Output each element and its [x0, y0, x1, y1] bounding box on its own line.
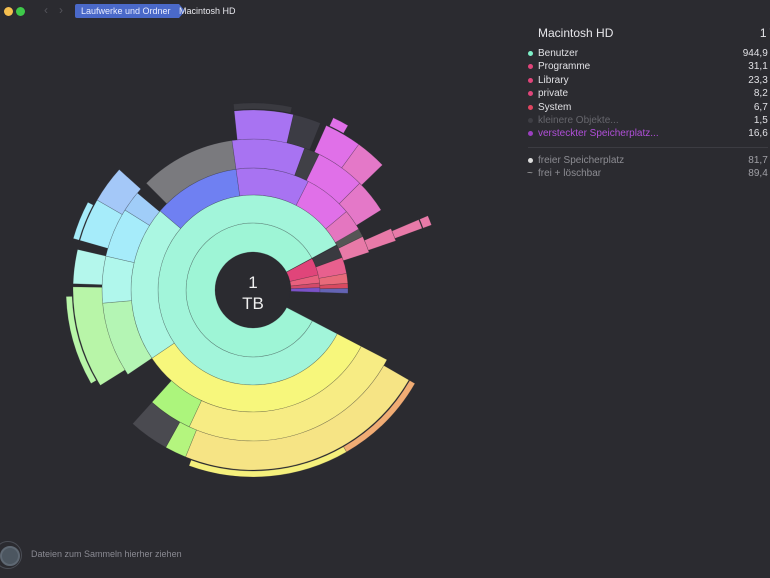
list-item[interactable]: System 6,7 GB [525, 101, 770, 114]
dropzone-hint: Dateien zum Sammeln hierher ziehen [31, 549, 182, 559]
list-item[interactable]: kleinere Objekte... 1,5 GB [525, 114, 770, 127]
sunburst-segment[interactable] [132, 401, 181, 448]
sunburst-segment[interactable] [185, 365, 410, 471]
sunburst-segment[interactable] [319, 288, 349, 294]
sunburst-segment[interactable] [188, 446, 347, 478]
sunburst-chart[interactable]: 1 TB [0, 0, 520, 578]
divider [528, 147, 768, 148]
center-value: 1 [248, 273, 257, 292]
item-size: 1,5 GB [753, 115, 770, 126]
sunburst-segment[interactable] [334, 228, 364, 249]
list-item[interactable]: Benutzer 944,9 GB [525, 47, 770, 60]
sunburst-segment[interactable] [286, 258, 319, 282]
panel-title: Macintosh HD [538, 26, 614, 40]
sunburst-segment[interactable] [318, 273, 349, 286]
item-size: 23,3 GB [748, 74, 770, 86]
item-label: kleinere Objekte... [538, 115, 619, 126]
sunburst-segment[interactable] [72, 249, 107, 286]
forward-icon[interactable]: › [59, 3, 63, 17]
free-dot-icon [528, 158, 533, 163]
sunburst-segment[interactable] [235, 167, 309, 206]
center-circle[interactable] [216, 253, 290, 327]
minimize-button[interactable] [4, 7, 13, 16]
sunburst-segment[interactable] [151, 333, 362, 413]
sunburst-segment[interactable] [311, 244, 343, 268]
sunburst-segment[interactable] [96, 169, 142, 215]
color-dot-icon [528, 64, 533, 70]
sunburst-segment[interactable] [72, 201, 94, 241]
sunburst-segment[interactable] [337, 236, 370, 262]
item-label: Benutzer [538, 48, 579, 59]
sunburst-segment[interactable] [341, 143, 383, 186]
tilde-icon: ~ [527, 168, 533, 180]
sunburst-segment[interactable] [188, 345, 388, 442]
sunburst-segment[interactable] [105, 209, 150, 263]
sunburst-segment[interactable] [72, 286, 126, 386]
sunburst-segment[interactable] [338, 182, 382, 226]
item-label: freier Speicherplatz [538, 155, 625, 166]
sunburst-segment[interactable] [391, 219, 423, 239]
sunburst-segment[interactable] [290, 287, 321, 293]
item-size: 16,6 GB [748, 128, 770, 140]
item-size: 944,9 GB [742, 48, 770, 59]
sunburst-segment[interactable] [294, 147, 320, 181]
sunburst-segment[interactable] [233, 109, 294, 144]
zoom-button[interactable] [16, 7, 25, 16]
item-label: Programme [538, 61, 591, 73]
sunburst-segment[interactable] [364, 228, 397, 251]
sunburst-segment[interactable] [151, 380, 202, 428]
sunburst-segment[interactable] [231, 138, 306, 176]
list-item: freier Speicherplatz 81,7 GB [525, 154, 770, 167]
color-dot-icon [528, 77, 533, 83]
item-label: versteckter Speicherplatz... [538, 128, 659, 140]
sunburst-segment[interactable] [233, 102, 293, 114]
sunburst-segment[interactable] [185, 222, 313, 358]
color-dot-icon [528, 91, 533, 97]
item-label: Library [538, 74, 569, 86]
collector-ring-icon[interactable] [0, 541, 22, 569]
sunburst-segment[interactable] [124, 192, 160, 226]
sunburst-segment[interactable] [419, 215, 432, 229]
item-size: 31,1 GB [748, 61, 770, 73]
sunburst-segment[interactable] [65, 296, 97, 384]
sunburst-segment[interactable] [306, 153, 361, 205]
list-item: ~ frei + löschbar 89,4 GB [525, 167, 770, 180]
list-item[interactable]: Programme 31,1 GB [525, 60, 770, 73]
color-dot-icon [528, 118, 533, 123]
item-size: 89,4 GB [748, 168, 770, 180]
sunburst-segment[interactable] [329, 117, 349, 134]
sunburst-segment[interactable] [79, 199, 123, 249]
color-dot-icon [528, 104, 533, 110]
breadcrumb-drives-folders[interactable]: Laufwerke und Ordner [75, 4, 185, 18]
sunburst-segment[interactable] [315, 257, 347, 279]
list-item[interactable]: Library 23,3 GB [525, 74, 770, 87]
color-dot-icon [528, 131, 533, 137]
list-item[interactable]: private 8,2 GB [525, 87, 770, 100]
item-label: System [538, 101, 572, 113]
sunburst-segment[interactable] [295, 180, 347, 230]
list-item[interactable]: versteckter Speicherplatz... 16,6 GB [525, 127, 770, 140]
item-size: 81,7 GB [748, 155, 770, 166]
item-label: private [538, 88, 569, 100]
item-size: 6,7 GB [753, 101, 770, 113]
sunburst-segment[interactable] [165, 421, 197, 458]
panel-total: 1 TB [759, 26, 770, 40]
item-size: 8,2 GB [753, 88, 770, 100]
collector-icon[interactable] [0, 546, 20, 566]
sunburst-segment[interactable] [286, 114, 321, 151]
item-label: frei + löschbar [538, 168, 602, 180]
sunburst-segment[interactable] [101, 255, 135, 304]
sunburst-segment[interactable] [130, 210, 182, 359]
back-icon[interactable]: ‹ [44, 3, 48, 17]
center-unit: TB [242, 294, 264, 313]
color-dot-icon [528, 51, 533, 56]
breadcrumb-macintosh-hd[interactable]: Macintosh HD [179, 6, 236, 16]
sunburst-segment[interactable] [102, 300, 153, 375]
